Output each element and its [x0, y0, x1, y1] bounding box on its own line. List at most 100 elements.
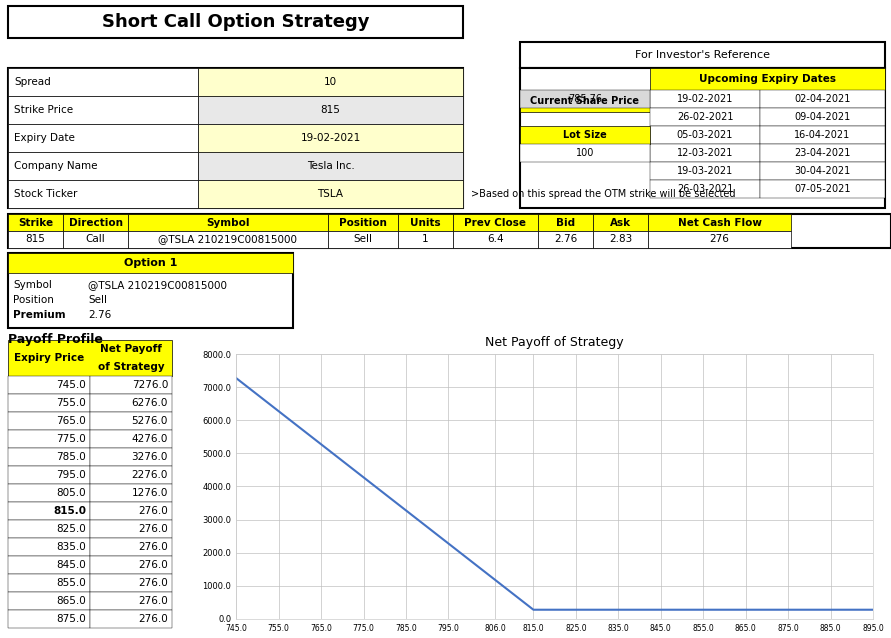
FancyBboxPatch shape [90, 502, 172, 520]
FancyBboxPatch shape [650, 90, 760, 108]
Text: 30-04-2021: 30-04-2021 [795, 166, 851, 176]
FancyBboxPatch shape [90, 610, 172, 628]
Text: 02-04-2021: 02-04-2021 [794, 94, 851, 104]
Text: @TSLA 210219C00815000: @TSLA 210219C00815000 [88, 280, 227, 290]
FancyBboxPatch shape [538, 231, 593, 248]
FancyBboxPatch shape [520, 126, 650, 144]
Text: 276.0: 276.0 [138, 560, 168, 570]
Text: 276.0: 276.0 [138, 506, 168, 516]
FancyBboxPatch shape [8, 340, 172, 376]
Text: 6276.0: 6276.0 [132, 398, 168, 408]
FancyBboxPatch shape [760, 126, 885, 144]
Text: Company Name: Company Name [14, 161, 97, 171]
FancyBboxPatch shape [453, 231, 538, 248]
FancyBboxPatch shape [8, 556, 90, 574]
FancyBboxPatch shape [198, 180, 463, 208]
FancyBboxPatch shape [650, 162, 760, 180]
FancyBboxPatch shape [198, 152, 463, 180]
FancyBboxPatch shape [90, 430, 172, 448]
FancyBboxPatch shape [8, 124, 198, 152]
FancyBboxPatch shape [90, 484, 172, 502]
Text: Position: Position [13, 295, 53, 305]
FancyBboxPatch shape [90, 412, 172, 430]
FancyBboxPatch shape [8, 520, 90, 538]
Text: Prev Close: Prev Close [464, 218, 527, 228]
FancyBboxPatch shape [8, 68, 463, 208]
Text: Stock Ticker: Stock Ticker [14, 189, 78, 199]
Text: 815.0: 815.0 [53, 506, 86, 516]
FancyBboxPatch shape [90, 520, 172, 538]
FancyBboxPatch shape [8, 466, 90, 484]
Text: 2.76: 2.76 [554, 235, 577, 244]
Text: 755.0: 755.0 [56, 398, 86, 408]
Text: Bid: Bid [556, 218, 575, 228]
FancyBboxPatch shape [593, 214, 648, 231]
Text: 5276.0: 5276.0 [132, 416, 168, 426]
FancyBboxPatch shape [398, 214, 453, 231]
FancyBboxPatch shape [128, 231, 328, 248]
FancyBboxPatch shape [650, 68, 885, 90]
FancyBboxPatch shape [8, 412, 90, 430]
Text: >Based on this spread the OTM strike will be selected: >Based on this spread the OTM strike wil… [471, 189, 735, 199]
FancyBboxPatch shape [8, 253, 293, 273]
Text: TSLA: TSLA [317, 189, 344, 199]
Text: 07-05-2021: 07-05-2021 [794, 184, 851, 194]
Text: Net Cash Flow: Net Cash Flow [677, 218, 762, 228]
FancyBboxPatch shape [760, 90, 885, 108]
FancyBboxPatch shape [328, 231, 398, 248]
FancyBboxPatch shape [593, 231, 648, 248]
Text: 100: 100 [576, 148, 594, 158]
FancyBboxPatch shape [90, 448, 172, 466]
Text: Strike Price: Strike Price [14, 105, 73, 115]
Text: 4276.0: 4276.0 [132, 434, 168, 444]
Text: Upcoming Expiry Dates: Upcoming Expiry Dates [699, 74, 836, 84]
Text: 2.83: 2.83 [609, 235, 632, 244]
FancyBboxPatch shape [520, 90, 650, 108]
Text: 1: 1 [422, 235, 429, 244]
Text: 785.76: 785.76 [568, 94, 602, 104]
FancyBboxPatch shape [8, 610, 90, 628]
Text: @TSLA 210219C00815000: @TSLA 210219C00815000 [159, 235, 298, 244]
Text: 276.0: 276.0 [138, 578, 168, 588]
FancyBboxPatch shape [648, 231, 791, 248]
FancyBboxPatch shape [90, 376, 172, 394]
FancyBboxPatch shape [520, 144, 650, 162]
FancyBboxPatch shape [650, 126, 760, 144]
FancyBboxPatch shape [8, 430, 90, 448]
Text: 19-02-2021: 19-02-2021 [300, 133, 361, 143]
FancyBboxPatch shape [8, 214, 63, 231]
FancyBboxPatch shape [90, 466, 172, 484]
Text: 16-04-2021: 16-04-2021 [795, 130, 851, 140]
Text: 775.0: 775.0 [56, 434, 86, 444]
Text: 05-03-2021: 05-03-2021 [677, 130, 733, 140]
Text: 19-02-2021: 19-02-2021 [677, 94, 733, 104]
FancyBboxPatch shape [90, 556, 172, 574]
Text: 815: 815 [321, 105, 340, 115]
FancyBboxPatch shape [63, 231, 128, 248]
Text: Lot Size: Lot Size [563, 130, 607, 140]
FancyBboxPatch shape [8, 180, 198, 208]
Text: Expiry Price: Expiry Price [14, 353, 84, 363]
Text: 2.76: 2.76 [88, 310, 111, 320]
FancyBboxPatch shape [650, 108, 760, 126]
FancyBboxPatch shape [8, 152, 198, 180]
Text: 1276.0: 1276.0 [132, 488, 168, 498]
Text: Position: Position [339, 218, 387, 228]
Text: 6.4: 6.4 [487, 235, 503, 244]
FancyBboxPatch shape [8, 502, 90, 520]
FancyBboxPatch shape [8, 96, 198, 124]
FancyBboxPatch shape [760, 108, 885, 126]
Title: Net Payoff of Strategy: Net Payoff of Strategy [486, 336, 624, 349]
FancyBboxPatch shape [63, 214, 128, 231]
FancyBboxPatch shape [538, 214, 593, 231]
FancyBboxPatch shape [90, 394, 172, 412]
Text: Call: Call [86, 235, 105, 244]
Text: 2276.0: 2276.0 [132, 470, 168, 480]
FancyBboxPatch shape [8, 574, 90, 592]
FancyBboxPatch shape [8, 394, 90, 412]
Text: 3276.0: 3276.0 [132, 452, 168, 462]
Text: Direction: Direction [69, 218, 122, 228]
FancyBboxPatch shape [8, 253, 293, 328]
Text: Strike: Strike [18, 218, 53, 228]
Text: Option 1: Option 1 [124, 258, 177, 268]
